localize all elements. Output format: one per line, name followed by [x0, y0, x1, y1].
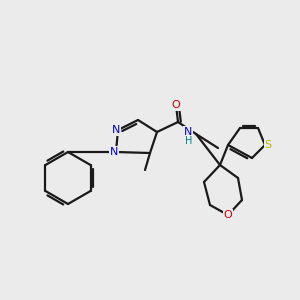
Text: O: O — [172, 100, 180, 110]
Text: S: S — [264, 140, 272, 150]
Text: N: N — [112, 125, 120, 135]
Text: H: H — [184, 136, 192, 146]
Text: N: N — [184, 127, 192, 137]
Text: O: O — [224, 210, 232, 220]
Text: N: N — [110, 147, 118, 157]
